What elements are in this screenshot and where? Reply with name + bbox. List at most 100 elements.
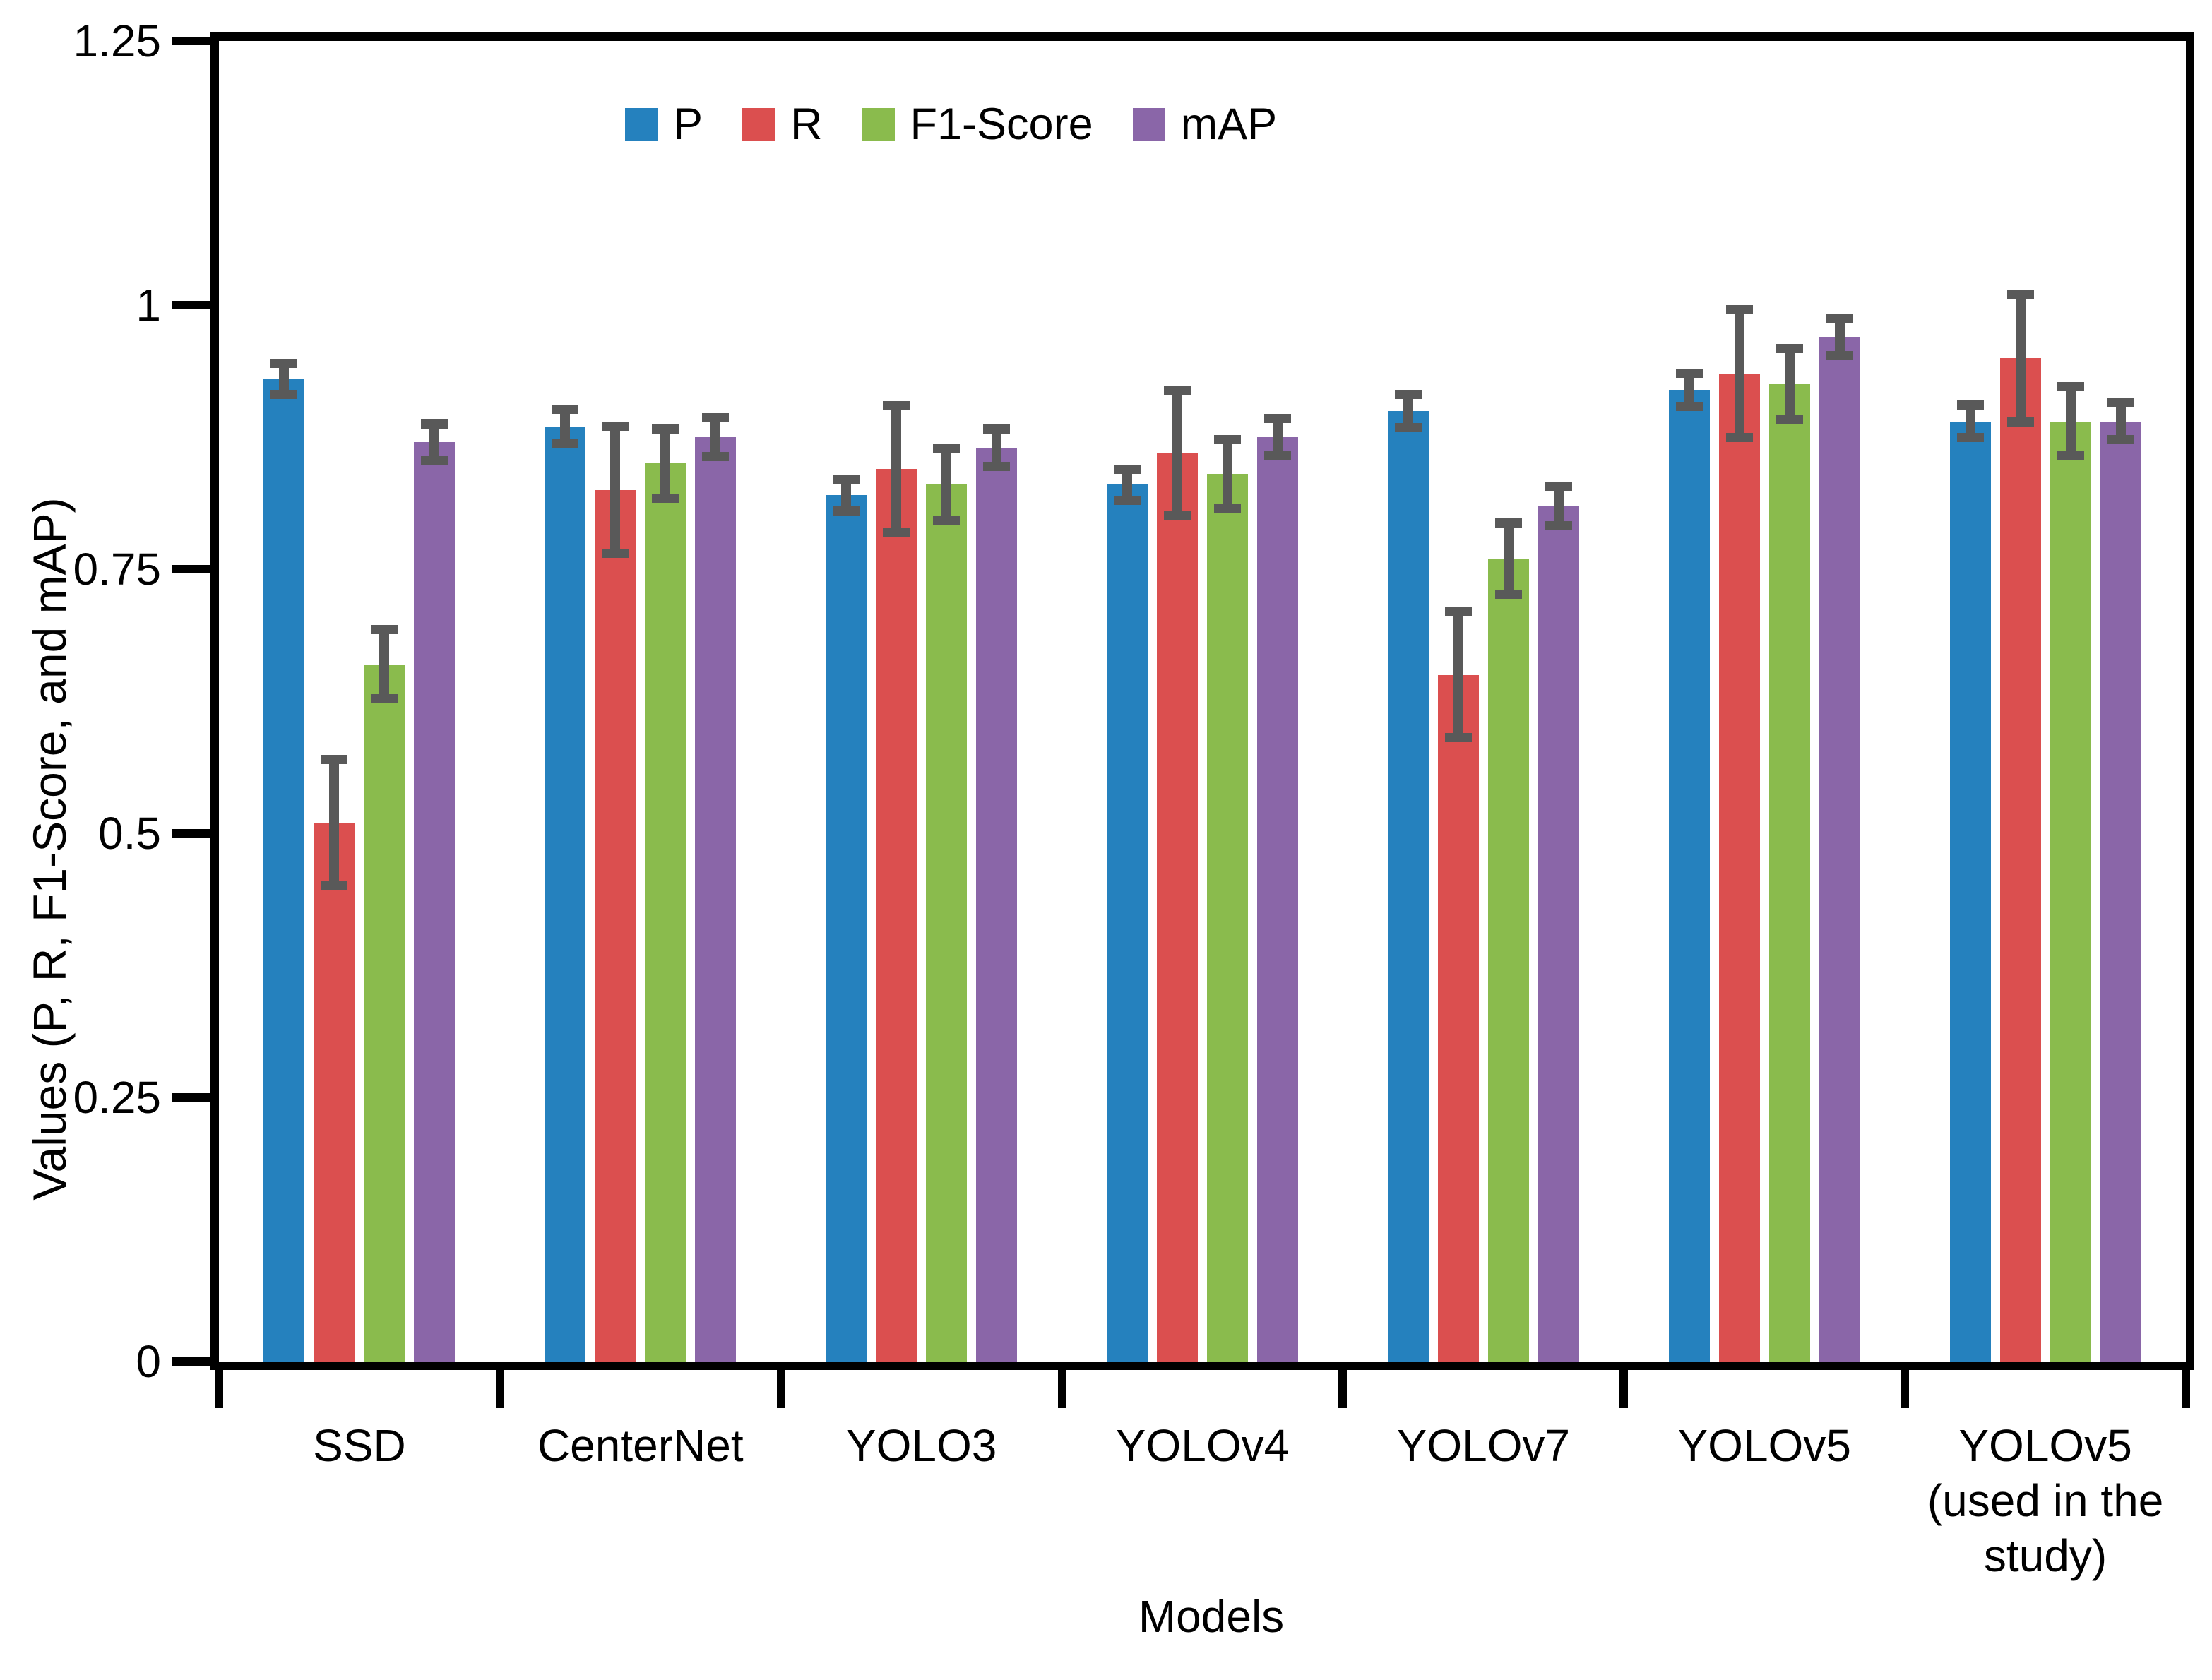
y-axis-tick-label-1: 1 <box>136 280 161 330</box>
bar-map-centernet <box>695 437 737 1362</box>
x-category-label-line: CenterNet <box>537 1420 744 1471</box>
errorbar-f1-score-ssd-cap-top <box>371 625 398 635</box>
errorbar-p-ssd-cap-top <box>270 359 298 369</box>
errorbar-f1-score-yolov4-cap-bottom <box>1214 504 1241 513</box>
errorbar-p-yolo3-cap-top <box>833 475 860 484</box>
errorbar-map-ssd-stem <box>429 423 440 462</box>
bar-map-yolov5 <box>1819 336 1860 1362</box>
x-category-label-line: YOLOv5 <box>1677 1420 1851 1471</box>
errorbar-r-yolov5-used-in-the-study-cap-bottom <box>2006 417 2034 427</box>
errorbar-p-centernet-cap-bottom <box>552 439 579 449</box>
errorbar-map-yolov4-cap-top <box>1264 414 1291 424</box>
x-category-label-centernet: CenterNet <box>492 1418 789 1473</box>
x-category-label-line: YOLOv7 <box>1396 1420 1571 1471</box>
errorbar-r-yolov5-cap-bottom <box>1725 433 1753 443</box>
errorbar-r-yolov4-cap-top <box>1164 385 1191 395</box>
x-category-label-yolov5: YOLOv5 <box>1616 1418 1913 1473</box>
y-axis-tick-label-0-75: 0.75 <box>73 544 161 595</box>
y-axis-tick-0-25 <box>172 1093 219 1102</box>
errorbar-map-yolo3-cap-bottom <box>983 461 1011 471</box>
errorbar-f1-score-yolov7-stem <box>1503 523 1514 595</box>
errorbar-p-yolov4-stem <box>1122 468 1132 501</box>
bar-p-ssd <box>263 379 305 1362</box>
errorbar-map-yolov5-cap-bottom <box>1826 350 1853 360</box>
errorbar-map-yolov7-stem <box>1553 485 1564 526</box>
errorbar-r-yolov5-used-in-the-study-stem <box>2015 293 2026 423</box>
errorbar-r-yolo3-stem <box>891 405 902 532</box>
legend-swatch-map <box>1132 108 1165 141</box>
bar-f1-score-ssd <box>364 664 405 1362</box>
errorbar-f1-score-centernet-cap-bottom <box>652 493 679 503</box>
errorbar-p-yolo3-stem <box>841 479 852 511</box>
errorbar-map-yolov5-used-in-the-study-cap-top <box>2107 398 2134 407</box>
x-axis-tick-2 <box>776 1362 785 1408</box>
y-axis-tick-0-5 <box>172 829 219 838</box>
errorbar-map-ssd-cap-top <box>421 419 448 429</box>
errorbar-map-yolov7-cap-top <box>1545 481 1572 491</box>
errorbar-r-centernet-cap-top <box>602 422 629 432</box>
x-category-label-line: study) <box>1983 1530 2107 1581</box>
y-axis-tick-1 <box>172 301 219 309</box>
bar-map-yolov5-used-in-the-study <box>2100 421 2141 1362</box>
x-axis-tick-4 <box>1338 1362 1348 1408</box>
bar-f1-score-centernet <box>645 463 686 1362</box>
errorbar-r-yolov4-stem <box>1172 389 1182 517</box>
bar-r-yolov4 <box>1157 453 1198 1362</box>
errorbar-map-yolov5-used-in-the-study-stem <box>2115 402 2126 441</box>
bar-r-yolo3 <box>876 468 917 1362</box>
errorbar-map-yolov4-stem <box>1273 418 1283 456</box>
x-category-label-yolo3: YOLO3 <box>773 1418 1070 1473</box>
bar-p-yolov4 <box>1107 484 1148 1362</box>
errorbar-f1-score-ssd-cap-bottom <box>371 694 398 703</box>
errorbar-f1-score-yolo3-cap-bottom <box>933 516 961 525</box>
bar-r-ssd <box>314 823 355 1362</box>
legend-swatch-r <box>742 108 775 141</box>
legend-swatch-f1-score <box>862 108 895 141</box>
errorbar-f1-score-yolov5-cap-top <box>1776 344 1803 354</box>
legend-label-p: P <box>673 100 703 149</box>
errorbar-map-yolov7-cap-bottom <box>1545 520 1572 530</box>
bar-r-centernet <box>595 489 636 1362</box>
errorbar-r-yolov7-cap-top <box>1444 607 1472 616</box>
errorbar-f1-score-yolo3-cap-top <box>933 444 961 454</box>
legend: P R F1-Score mAP <box>625 99 1277 150</box>
errorbar-r-yolov5-used-in-the-study-cap-top <box>2006 289 2034 299</box>
errorbar-p-yolov5-cap-bottom <box>1675 401 1703 411</box>
errorbar-map-yolov5-stem <box>1834 317 1845 356</box>
x-category-label-line: SSD <box>313 1420 406 1471</box>
bar-map-yolov4 <box>1257 437 1298 1362</box>
errorbar-f1-score-centernet-stem <box>660 429 671 499</box>
errorbar-p-centernet-stem <box>560 408 571 445</box>
legend-label-f1-score: F1-Score <box>910 100 1093 149</box>
errorbar-r-yolo3-cap-top <box>883 401 910 411</box>
y-axis-tick-label-1-25: 1.25 <box>73 16 161 66</box>
errorbar-p-yolov4-cap-bottom <box>1114 495 1141 505</box>
errorbar-f1-score-yolov4-stem <box>1223 439 1232 509</box>
bar-p-yolo3 <box>826 495 867 1362</box>
y-axis-tick-1-25 <box>172 37 219 45</box>
errorbar-p-ssd-stem <box>279 363 290 395</box>
errorbar-f1-score-yolov5-used-in-the-study-cap-bottom <box>2057 451 2084 460</box>
legend-item-r: R <box>742 99 823 150</box>
errorbar-map-centernet-stem <box>710 417 721 458</box>
errorbar-map-yolov5-cap-top <box>1826 313 1853 323</box>
bar-f1-score-yolov7 <box>1487 559 1529 1362</box>
bar-map-yolo3 <box>976 447 1018 1362</box>
errorbar-f1-score-yolov4-cap-top <box>1214 434 1241 444</box>
errorbar-p-centernet-cap-top <box>552 404 579 414</box>
errorbar-r-yolov5-stem <box>1734 309 1744 439</box>
errorbar-map-yolov5-used-in-the-study-cap-bottom <box>2107 435 2134 445</box>
bar-p-yolov7 <box>1387 410 1429 1362</box>
errorbar-p-yolov5-used-in-the-study-cap-top <box>1956 400 1984 410</box>
errorbar-r-ssd-cap-top <box>321 755 348 765</box>
errorbar-map-yolo3-stem <box>992 429 1002 467</box>
errorbar-f1-score-centernet-cap-top <box>652 424 679 434</box>
legend-item-p: P <box>625 99 703 150</box>
errorbar-f1-score-yolo3-stem <box>941 448 952 521</box>
bar-p-yolov5 <box>1668 389 1710 1362</box>
errorbar-p-yolov7-cap-bottom <box>1394 422 1422 432</box>
y-axis-tick-label-0-5: 0.5 <box>98 808 161 859</box>
x-axis-tick-5 <box>1619 1362 1629 1408</box>
x-category-label-ssd: SSD <box>211 1418 508 1473</box>
